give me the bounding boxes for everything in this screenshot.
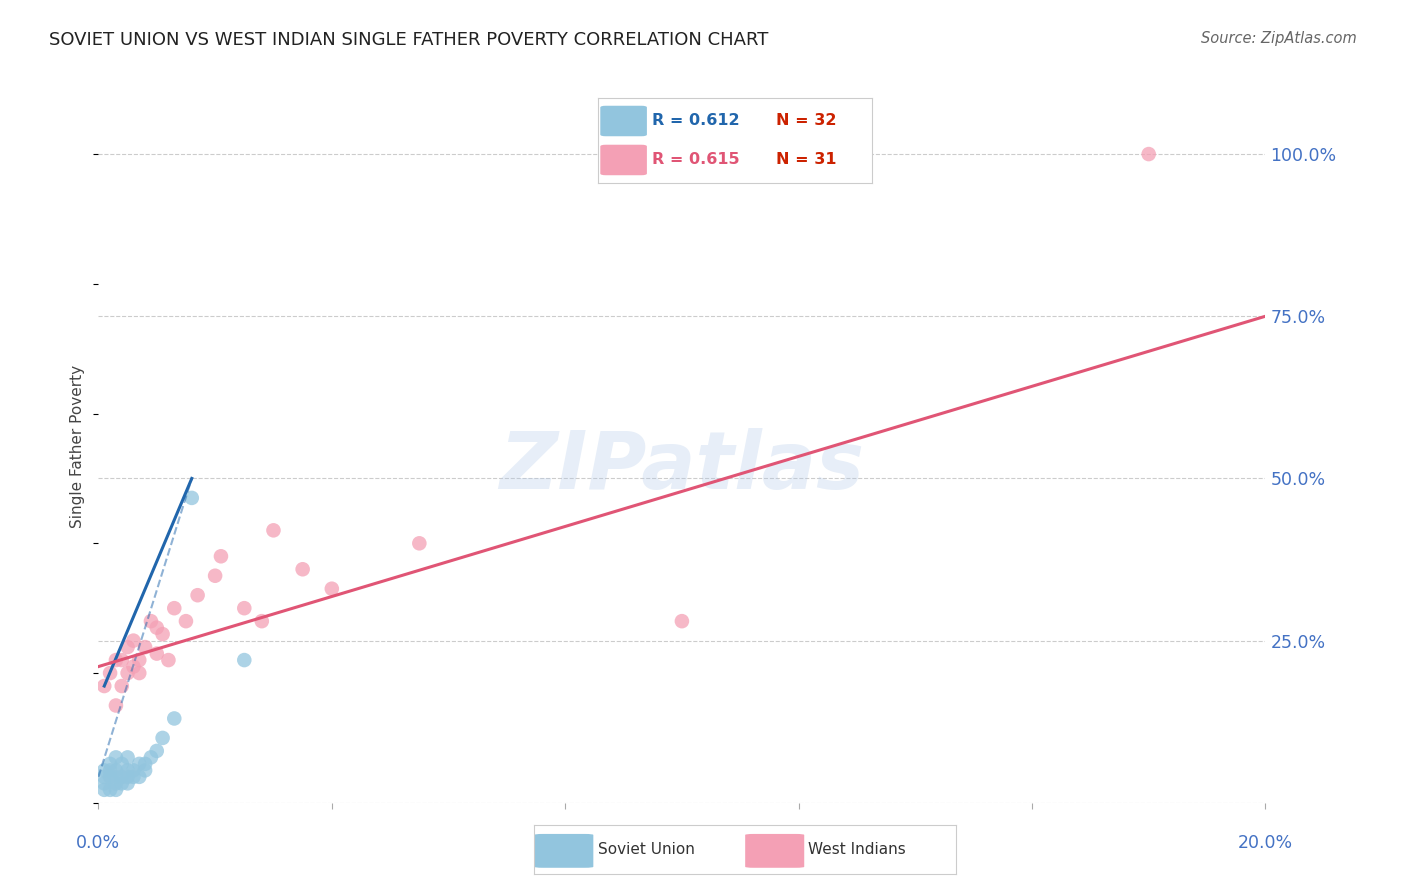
Point: [93, 776, 115, 790]
Point: [146, 647, 169, 661]
Text: N = 32: N = 32: [776, 113, 837, 128]
Point: [104, 653, 127, 667]
Text: R = 0.612: R = 0.612: [652, 113, 740, 128]
Point: [117, 666, 139, 681]
Point: [291, 562, 314, 576]
Point: [117, 640, 139, 654]
Point: [128, 653, 150, 667]
Point: [1137, 147, 1160, 161]
Point: [98, 756, 121, 771]
Point: [122, 770, 145, 784]
FancyBboxPatch shape: [534, 834, 593, 868]
Point: [98, 770, 121, 784]
Point: [98, 666, 121, 681]
Point: [117, 776, 139, 790]
Point: [233, 601, 256, 615]
Point: [93, 679, 115, 693]
Point: [134, 640, 156, 654]
Text: N = 31: N = 31: [776, 153, 837, 168]
Point: [104, 698, 127, 713]
Point: [174, 614, 197, 628]
FancyBboxPatch shape: [600, 145, 647, 175]
Point: [104, 782, 127, 797]
Point: [104, 764, 127, 778]
Point: [139, 614, 162, 628]
Y-axis label: Single Father Poverty: Single Father Poverty: [70, 365, 86, 527]
Point: [98, 782, 121, 797]
Text: Soviet Union: Soviet Union: [598, 842, 695, 857]
Point: [104, 750, 127, 764]
Point: [163, 711, 186, 725]
Point: [671, 614, 693, 628]
Point: [111, 679, 134, 693]
Text: Source: ZipAtlas.com: Source: ZipAtlas.com: [1201, 31, 1357, 46]
Point: [152, 627, 174, 641]
Point: [152, 731, 174, 745]
Point: [163, 601, 186, 615]
Point: [128, 770, 150, 784]
Point: [122, 764, 145, 778]
Point: [408, 536, 430, 550]
Point: [93, 782, 115, 797]
Point: [209, 549, 232, 564]
Point: [128, 756, 150, 771]
Point: [204, 568, 226, 582]
Point: [111, 756, 134, 771]
Point: [134, 756, 156, 771]
Point: [134, 764, 156, 778]
Text: R = 0.615: R = 0.615: [652, 153, 740, 168]
Point: [250, 614, 273, 628]
Text: ZIPatlas: ZIPatlas: [499, 428, 865, 507]
Point: [117, 770, 139, 784]
Text: West Indians: West Indians: [808, 842, 907, 857]
Point: [139, 750, 162, 764]
Point: [111, 770, 134, 784]
Point: [157, 653, 180, 667]
Point: [111, 776, 134, 790]
Point: [128, 666, 150, 681]
Point: [111, 653, 134, 667]
Point: [117, 764, 139, 778]
Text: SOVIET UNION VS WEST INDIAN SINGLE FATHER POVERTY CORRELATION CHART: SOVIET UNION VS WEST INDIAN SINGLE FATHE…: [49, 31, 769, 49]
Point: [321, 582, 343, 596]
Point: [93, 770, 115, 784]
Text: 20.0%: 20.0%: [1237, 834, 1294, 852]
Point: [98, 764, 121, 778]
Point: [122, 659, 145, 673]
Point: [93, 764, 115, 778]
Point: [146, 621, 169, 635]
Point: [104, 776, 127, 790]
Point: [187, 588, 209, 602]
Text: 0.0%: 0.0%: [76, 834, 121, 852]
Point: [180, 491, 202, 505]
Point: [122, 633, 145, 648]
Point: [233, 653, 256, 667]
FancyBboxPatch shape: [745, 834, 804, 868]
Point: [146, 744, 169, 758]
Point: [262, 524, 284, 538]
FancyBboxPatch shape: [600, 106, 647, 136]
Point: [104, 770, 127, 784]
Point: [117, 750, 139, 764]
